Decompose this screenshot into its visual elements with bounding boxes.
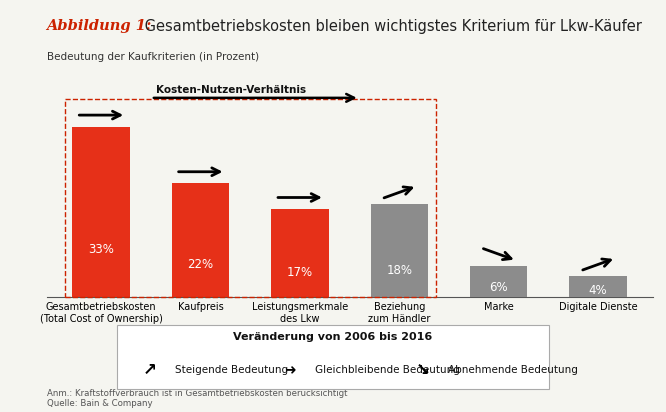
- Text: Veränderung von 2006 bis 2016: Veränderung von 2006 bis 2016: [233, 332, 433, 342]
- Text: Abbildung 1:: Abbildung 1:: [47, 19, 152, 33]
- Text: 33%: 33%: [89, 243, 114, 255]
- Bar: [172, 183, 229, 297]
- Text: 17%: 17%: [287, 266, 313, 279]
- Text: Abnehmende Bedeutung: Abnehmende Bedeutung: [448, 365, 578, 375]
- Text: Anm.: Kraftstoffverbrauch ist in Gesamtbetriebskosten berücksichtigt: Anm.: Kraftstoffverbrauch ist in Gesamtb…: [47, 389, 347, 398]
- Bar: [370, 204, 428, 297]
- Text: 18%: 18%: [386, 264, 412, 277]
- Text: 4%: 4%: [589, 284, 607, 297]
- Bar: [271, 209, 329, 297]
- Text: 22%: 22%: [188, 258, 214, 272]
- Text: ↘: ↘: [416, 361, 430, 379]
- Text: ↗: ↗: [143, 361, 157, 379]
- Bar: [470, 266, 527, 297]
- Text: Gesamtbetriebskosten bleiben wichtigstes Kriterium für Lkw-Käufer: Gesamtbetriebskosten bleiben wichtigstes…: [140, 19, 642, 33]
- Text: ➜: ➜: [284, 363, 296, 377]
- Bar: [65, 99, 436, 297]
- Text: Quelle: Bain & Company: Quelle: Bain & Company: [47, 399, 153, 408]
- Text: Gleichbleibende Bedeutung: Gleichbleibende Bedeutung: [315, 365, 460, 375]
- Text: Kosten-Nutzen-Verhältnis: Kosten-Nutzen-Verhältnis: [156, 85, 306, 95]
- Text: Bedeutung der Kaufkriterien (in Prozent): Bedeutung der Kaufkriterien (in Prozent): [47, 52, 259, 61]
- Text: Steigende Bedeutung: Steigende Bedeutung: [175, 365, 288, 375]
- Text: 6%: 6%: [490, 281, 508, 295]
- Bar: [569, 276, 627, 297]
- Bar: [73, 126, 130, 297]
